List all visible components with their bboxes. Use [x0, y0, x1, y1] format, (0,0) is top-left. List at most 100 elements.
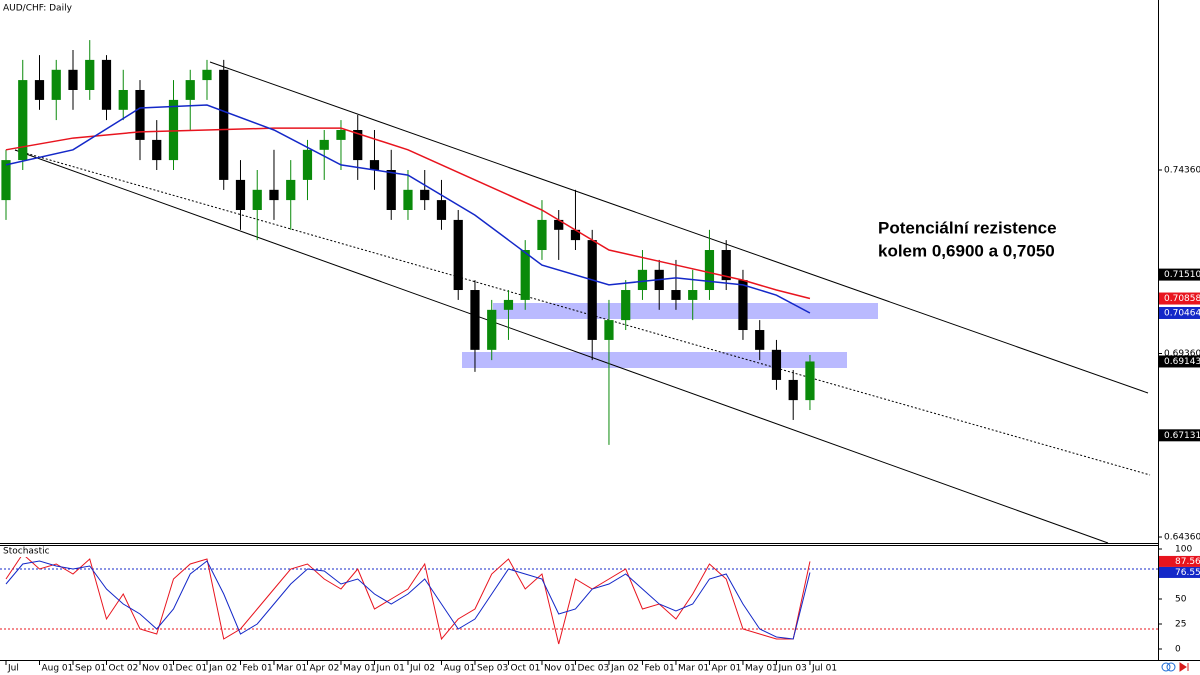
candle-body — [235, 179, 246, 211]
level-label: 0.67131 — [1164, 431, 1200, 441]
candle-body — [1, 160, 11, 201]
annotation: kolem 0,6900 a 0,7050 — [878, 241, 1055, 260]
value-label: 87.56 — [1175, 557, 1200, 567]
plot — [0, 40, 1158, 645]
icon[interactable] — [1179, 662, 1189, 672]
x-tick-label: Feb 01 — [242, 664, 272, 674]
candle-body — [637, 269, 648, 291]
icon[interactable] — [1166, 662, 1176, 672]
candle-body — [118, 89, 128, 110]
candle-body — [671, 290, 681, 300]
icon[interactable] — [1161, 662, 1171, 672]
resistance-zone — [462, 352, 847, 368]
toolbar-icons[interactable] — [1161, 662, 1189, 672]
candle-body — [34, 80, 45, 100]
y-tick-label: 0 — [1175, 645, 1181, 655]
x-tick-label: Jan 02 — [208, 664, 237, 674]
annotation: Potenciální rezistence — [878, 218, 1057, 237]
candle-body — [168, 99, 179, 161]
candle-body — [570, 229, 581, 241]
x-tick-label: Feb 01 — [644, 664, 674, 674]
y-tick-label: 0.74360 — [1164, 166, 1200, 176]
x-tick-label: Sep 01 — [75, 664, 106, 674]
x-tick-label: Jan 02 — [610, 664, 639, 674]
candle-body — [219, 69, 229, 180]
candle-body — [85, 59, 95, 90]
x-tick-label: Oct 02 — [108, 664, 138, 674]
x-tick-label: Sep 03 — [477, 664, 508, 674]
resistance-zone — [493, 303, 878, 319]
channel-middle — [14, 149, 1151, 476]
indicator-title-bg — [1, 546, 41, 557]
candle-body — [805, 361, 815, 401]
candle-body — [386, 170, 396, 211]
x-tick-label: Jul 02 — [409, 664, 435, 674]
value-label: 0.69143 — [1164, 357, 1200, 367]
candle-body — [704, 250, 715, 291]
y-tick-label: 0.64360 — [1164, 533, 1200, 543]
candle-body — [353, 129, 363, 161]
candle-body — [369, 160, 380, 171]
candle-body — [252, 189, 262, 211]
x-tick-label: Nov 01 — [544, 664, 576, 674]
candle-body — [537, 219, 547, 251]
y-tick-label: 25 — [1175, 620, 1186, 630]
candle-body — [621, 290, 631, 321]
y-tick-label: 100 — [1175, 545, 1192, 555]
candle-body — [302, 149, 313, 180]
indicator-title: Stochastic — [3, 547, 50, 557]
x-tick-label: Jun 01 — [375, 664, 404, 674]
value-box — [1159, 292, 1200, 305]
candle-body — [185, 80, 195, 100]
x-tick-label: Nov 01 — [142, 664, 174, 674]
candle-body — [319, 139, 329, 150]
candle-body — [152, 139, 162, 161]
x-tick-label: May 01 — [343, 664, 376, 674]
moving-average — [5, 104, 811, 314]
candle-body — [503, 299, 514, 310]
candle-body — [604, 320, 614, 340]
y-tick-label: 50 — [1175, 595, 1187, 605]
level-label: 0.71510 — [1164, 270, 1200, 280]
candle-body — [336, 129, 346, 140]
chart-title: AUD/CHF: Daily — [3, 4, 73, 14]
x-tick-label: Apr 02 — [309, 664, 339, 674]
value-box — [1159, 566, 1200, 578]
level-box — [1159, 429, 1200, 442]
candle-body — [554, 219, 564, 230]
candle-body — [587, 240, 597, 340]
y-tick-label: 0.69360 — [1164, 349, 1200, 359]
candle-body — [721, 250, 731, 281]
x-tick-label: Dec 01 — [175, 664, 207, 674]
candle-body — [520, 250, 530, 300]
x-tick-label: Dec 03 — [577, 664, 609, 674]
stochastic-line — [5, 553, 811, 645]
candle-body — [135, 89, 145, 140]
candle-body — [487, 309, 497, 350]
candle-body — [755, 330, 765, 350]
value-box — [1159, 555, 1200, 567]
x-tick-label: Jul — [7, 664, 19, 674]
value-label: 0.70858 — [1164, 294, 1200, 304]
candle-body — [738, 280, 748, 331]
moving-average — [5, 127, 811, 300]
channel-lower — [14, 149, 1109, 544]
value-box — [1159, 355, 1200, 368]
candle-body — [202, 69, 212, 81]
candle-body — [436, 200, 447, 220]
candle-body — [470, 290, 480, 350]
candle-body — [688, 290, 698, 300]
candle-body — [101, 59, 112, 110]
candle-body — [788, 379, 798, 401]
candle-body — [18, 80, 28, 161]
level-box — [1159, 268, 1200, 281]
x-tick-label: Aug 01 — [41, 664, 73, 674]
x-tick-label: Jul 01 — [811, 664, 837, 674]
title-bg — [1, 1, 63, 13]
candle-body — [420, 189, 430, 201]
channel-upper — [209, 61, 1149, 394]
candle-body — [51, 69, 61, 100]
x-tick-label: Mar 01 — [678, 664, 709, 674]
